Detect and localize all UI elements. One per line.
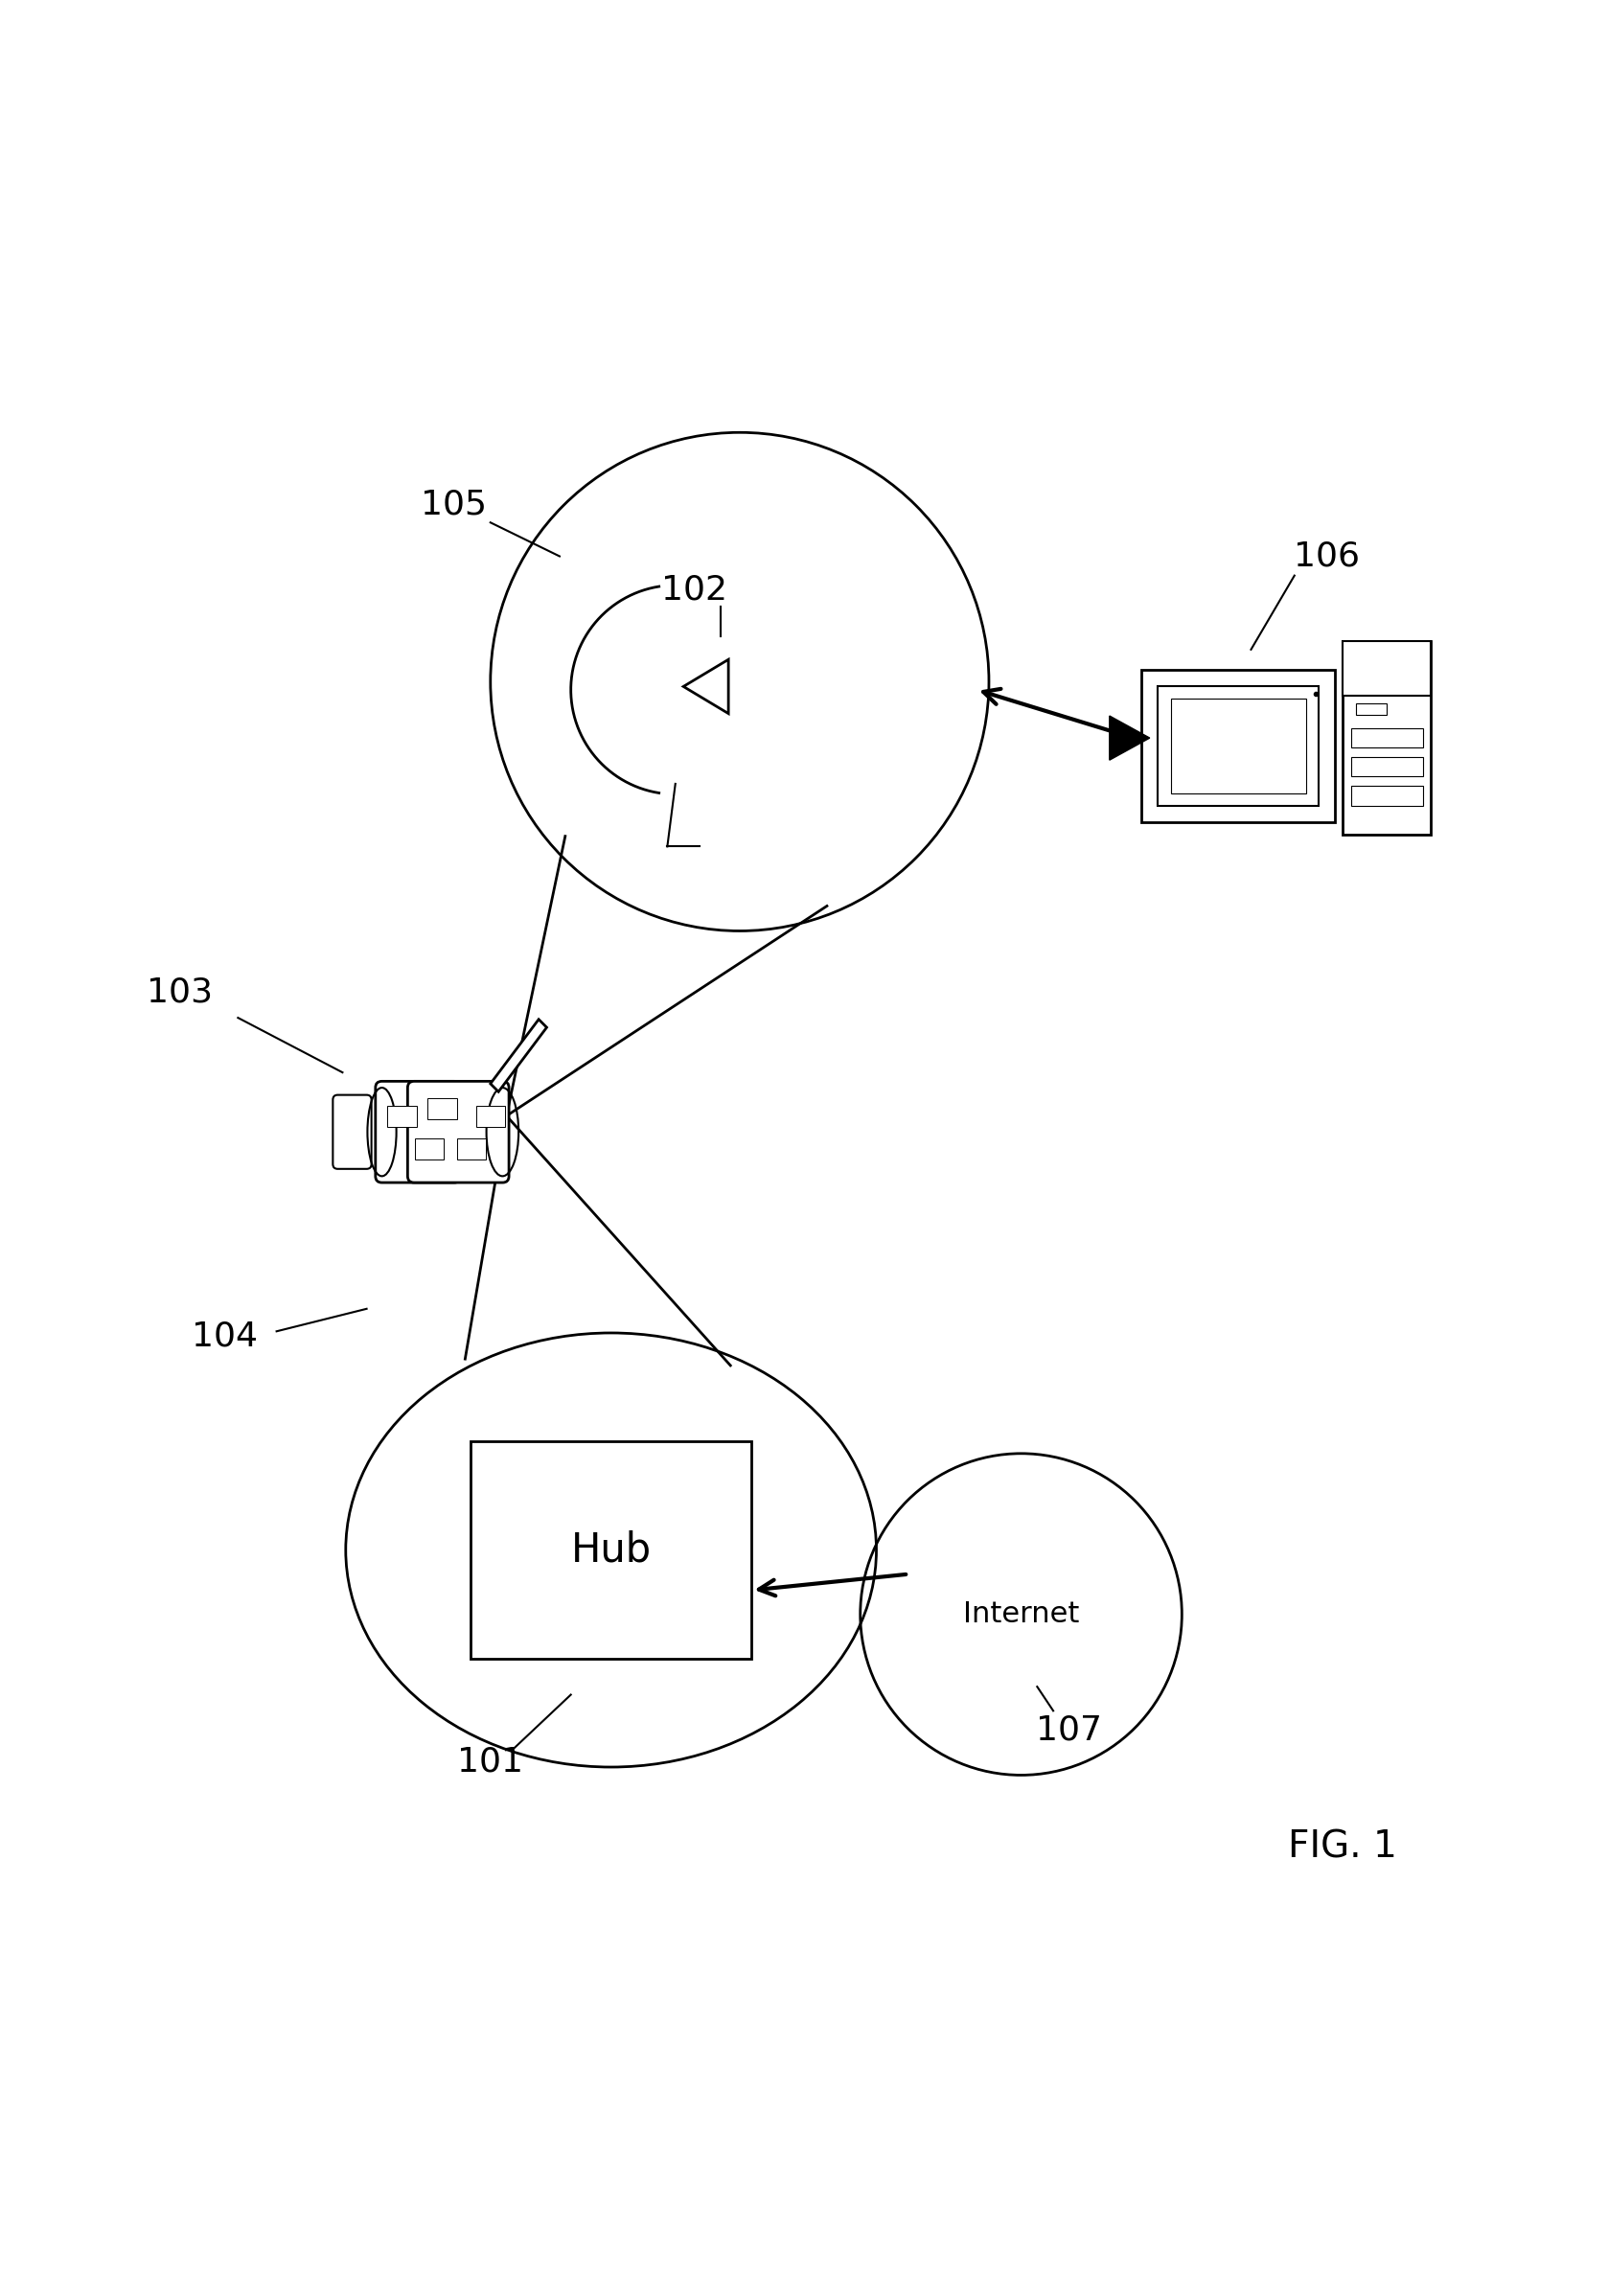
FancyBboxPatch shape — [407, 1081, 508, 1182]
Text: 102: 102 — [661, 574, 728, 606]
Text: 107: 107 — [1036, 1713, 1103, 1747]
Bar — [1171, 698, 1306, 794]
Bar — [1351, 758, 1423, 776]
Bar — [470, 1442, 751, 1658]
Bar — [1343, 641, 1431, 833]
Bar — [388, 1107, 416, 1127]
Polygon shape — [490, 1019, 547, 1091]
Bar — [1351, 728, 1423, 748]
FancyBboxPatch shape — [333, 1095, 371, 1169]
Bar — [1343, 641, 1431, 696]
Bar — [1356, 703, 1386, 714]
Bar — [1142, 670, 1335, 822]
Text: 105: 105 — [420, 489, 487, 521]
Bar — [476, 1107, 505, 1127]
Bar — [428, 1097, 457, 1118]
Text: 106: 106 — [1293, 540, 1360, 572]
Bar — [457, 1139, 486, 1159]
FancyBboxPatch shape — [375, 1081, 460, 1182]
Bar — [1158, 687, 1319, 806]
Text: 103: 103 — [146, 976, 214, 1008]
Polygon shape — [683, 659, 728, 714]
Text: 104: 104 — [191, 1320, 259, 1352]
Text: FIG. 1: FIG. 1 — [1288, 1830, 1397, 1867]
Text: 101: 101 — [457, 1745, 524, 1779]
Bar — [415, 1139, 444, 1159]
Text: Internet: Internet — [963, 1600, 1079, 1628]
Polygon shape — [1110, 716, 1150, 760]
Bar — [1351, 785, 1423, 806]
Text: Hub: Hub — [571, 1529, 651, 1570]
